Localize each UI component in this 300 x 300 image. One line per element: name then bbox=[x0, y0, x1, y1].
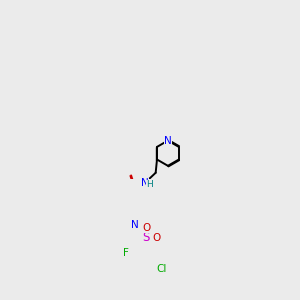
Text: N: N bbox=[140, 178, 148, 188]
Text: F: F bbox=[123, 248, 129, 258]
Text: N: N bbox=[130, 220, 138, 230]
Text: Cl: Cl bbox=[157, 264, 167, 274]
Text: N: N bbox=[164, 136, 172, 146]
Text: O: O bbox=[142, 223, 151, 233]
Text: S: S bbox=[143, 231, 150, 244]
Text: O: O bbox=[152, 233, 160, 243]
Text: H: H bbox=[146, 180, 153, 189]
